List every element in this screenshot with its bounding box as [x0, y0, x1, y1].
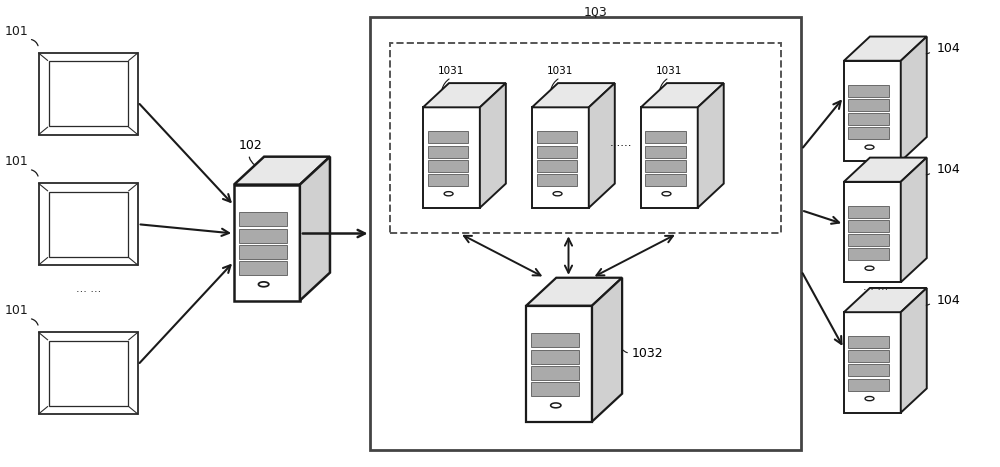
Text: ......: ......: [610, 136, 632, 149]
Text: 103: 103: [584, 6, 608, 19]
Bar: [848, 336, 889, 348]
Bar: [848, 206, 889, 218]
Text: ... ...: ... ...: [76, 284, 101, 294]
Text: 1032: 1032: [632, 347, 664, 360]
Polygon shape: [526, 278, 622, 306]
Polygon shape: [589, 83, 615, 208]
Bar: [239, 212, 287, 226]
Bar: [848, 85, 889, 97]
Text: ... ...: ... ...: [863, 282, 888, 292]
Polygon shape: [423, 83, 506, 107]
Polygon shape: [592, 278, 622, 422]
Bar: [428, 174, 468, 186]
Polygon shape: [844, 312, 901, 413]
Bar: [39, 184, 138, 265]
Bar: [848, 234, 889, 246]
Bar: [848, 350, 889, 362]
Bar: [848, 248, 889, 260]
Bar: [39, 53, 138, 134]
Polygon shape: [901, 157, 927, 282]
Polygon shape: [480, 83, 506, 208]
Polygon shape: [234, 156, 330, 184]
Bar: [848, 379, 889, 390]
Bar: [531, 366, 579, 380]
Bar: [370, 17, 801, 450]
Text: 1031: 1031: [547, 66, 574, 76]
Polygon shape: [300, 156, 330, 301]
Bar: [428, 131, 468, 143]
Polygon shape: [844, 157, 927, 182]
Polygon shape: [641, 107, 698, 208]
Bar: [239, 229, 287, 242]
Bar: [531, 333, 579, 347]
Bar: [531, 382, 579, 396]
Bar: [645, 131, 686, 143]
Text: 101: 101: [5, 25, 29, 38]
Bar: [848, 364, 889, 376]
Text: 1031: 1031: [656, 66, 683, 76]
Text: 102: 102: [239, 139, 263, 152]
Bar: [537, 131, 577, 143]
Text: 104: 104: [937, 42, 960, 55]
Polygon shape: [234, 184, 300, 301]
Polygon shape: [532, 107, 589, 208]
Bar: [645, 174, 686, 186]
Bar: [645, 146, 686, 157]
Polygon shape: [532, 83, 615, 107]
Bar: [848, 113, 889, 125]
Polygon shape: [423, 107, 480, 208]
Bar: [49, 61, 128, 127]
Bar: [645, 160, 686, 172]
Bar: [531, 350, 579, 364]
Polygon shape: [698, 83, 724, 208]
Text: 101: 101: [5, 304, 29, 317]
Bar: [239, 245, 287, 259]
Polygon shape: [844, 182, 901, 282]
Text: 1031: 1031: [438, 66, 465, 76]
Bar: [537, 160, 577, 172]
Text: 104: 104: [937, 294, 960, 306]
Polygon shape: [526, 306, 592, 422]
Bar: [848, 99, 889, 111]
Polygon shape: [844, 61, 901, 161]
Polygon shape: [641, 83, 724, 107]
Bar: [537, 146, 577, 157]
Bar: [537, 174, 577, 186]
Bar: [428, 160, 468, 172]
Bar: [39, 333, 138, 414]
Text: 104: 104: [937, 163, 960, 176]
Bar: [239, 261, 287, 275]
Polygon shape: [844, 36, 927, 61]
Bar: [390, 42, 781, 234]
Bar: [848, 127, 889, 139]
Bar: [848, 220, 889, 232]
Bar: [49, 340, 128, 406]
Bar: [49, 191, 128, 257]
Text: 101: 101: [5, 155, 29, 168]
Polygon shape: [901, 36, 927, 161]
Polygon shape: [901, 288, 927, 413]
Bar: [428, 146, 468, 157]
Polygon shape: [844, 288, 927, 312]
